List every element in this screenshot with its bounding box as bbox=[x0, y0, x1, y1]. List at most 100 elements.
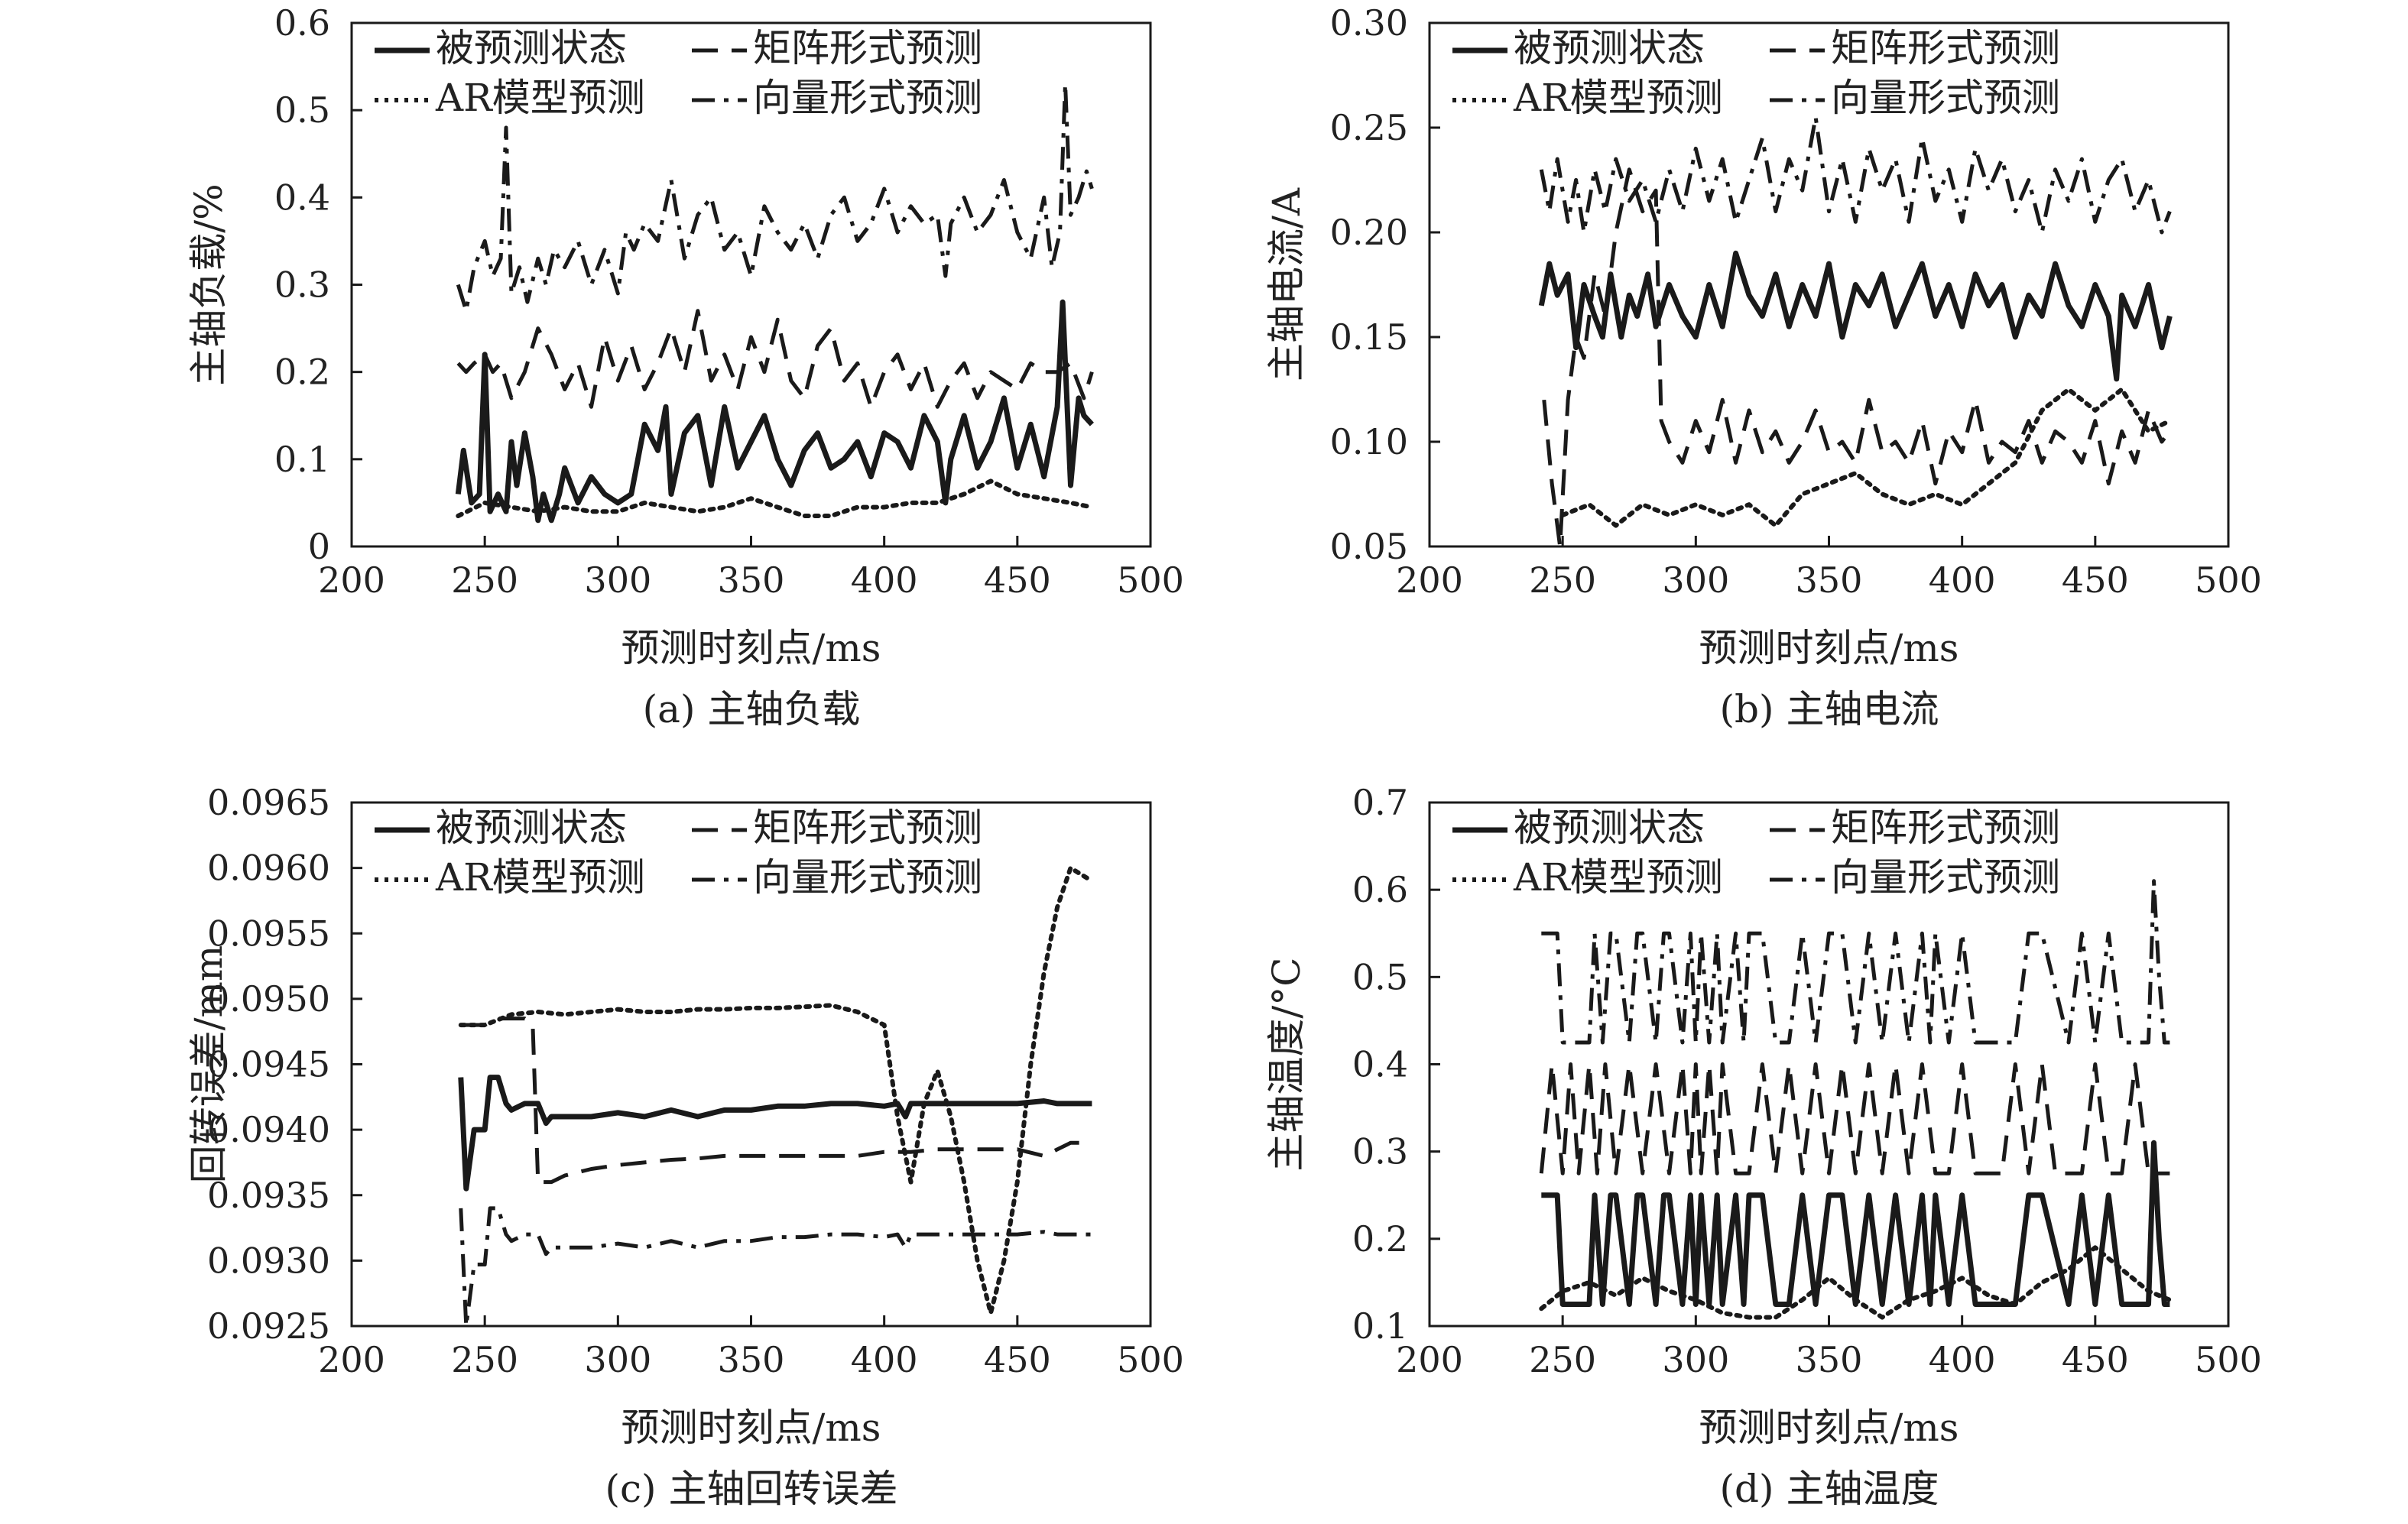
chart-panel-2: 200 250 300 350 400 450 500 0.0925 0.0930 0.0935 0… bbox=[187, 782, 1184, 1511]
y-tick-label: 0.15 bbox=[1330, 316, 1408, 358]
legend-label-3: 向量形式预测 bbox=[753, 855, 982, 900]
series-group bbox=[1539, 879, 2173, 1320]
y-tick-label: 0.3 bbox=[1352, 1131, 1408, 1172]
y-tick-label: 0.2 bbox=[274, 352, 330, 393]
x-tick-label: 250 bbox=[451, 559, 518, 601]
legend-label-3: 向量形式预测 bbox=[753, 76, 982, 120]
x-tick-label: 450 bbox=[2062, 1339, 2129, 1380]
series-line-1 bbox=[456, 309, 1094, 409]
x-tick-label: 350 bbox=[718, 1339, 785, 1380]
chart-panel-0: 200 250 300 350 400 450 500 0 0.1 0.2 0.3 0.4 0.5 0.6… bbox=[187, 2, 1184, 731]
x-axis-title: 预测时刻点/ms bbox=[621, 1406, 881, 1450]
x-tick-label: 450 bbox=[984, 1339, 1051, 1380]
series-group bbox=[1538, 115, 2173, 546]
y-tick-label: 0.3 bbox=[274, 264, 330, 306]
x-axis-title: 预测时刻点/ms bbox=[1699, 626, 1959, 670]
y-axis-title: 回转误差/mm bbox=[187, 945, 231, 1184]
series-line-2 bbox=[1560, 387, 2173, 528]
x-tick-label: 200 bbox=[318, 559, 385, 601]
series-line-3 bbox=[459, 1206, 1092, 1326]
x-tick-label: 300 bbox=[1662, 559, 1729, 601]
y-tick-label: 0.0960 bbox=[207, 848, 330, 889]
x-tick-label: 200 bbox=[1396, 1339, 1463, 1380]
series-line-3 bbox=[1541, 879, 2170, 1045]
y-tick-label: 0.5 bbox=[1352, 956, 1408, 997]
x-tick-label: 400 bbox=[851, 1339, 918, 1380]
x-tick-label: 450 bbox=[984, 559, 1051, 601]
x-tick-label: 250 bbox=[1529, 1339, 1596, 1380]
x-axis-title: 预测时刻点/ms bbox=[1699, 1406, 1959, 1450]
x-tick-label: 500 bbox=[2195, 559, 2262, 601]
series-line-1 bbox=[1539, 1062, 2170, 1175]
legend-label-3: 向量形式预测 bbox=[1831, 855, 2060, 900]
series-line-2 bbox=[456, 478, 1095, 518]
x-tick-label: 250 bbox=[451, 1339, 518, 1380]
y-tick-label: 0.0925 bbox=[207, 1305, 330, 1347]
series-group bbox=[458, 865, 1095, 1326]
legend-label-0: 被预测状态 bbox=[1514, 26, 1705, 70]
y-tick-label: 0.6 bbox=[274, 2, 330, 44]
x-tick-label: 500 bbox=[2195, 1339, 2262, 1380]
y-axis-title: 主轴温度/°C bbox=[1264, 957, 1309, 1171]
series-line-1 bbox=[460, 1017, 1092, 1185]
y-tick-label: 0.4 bbox=[274, 177, 330, 218]
legend-label-0: 被预测状态 bbox=[436, 806, 627, 850]
series-line-3 bbox=[1539, 115, 2172, 235]
y-tick-label: 0.0930 bbox=[207, 1240, 330, 1281]
x-tick-label: 400 bbox=[851, 559, 918, 601]
y-tick-label: 0.0945 bbox=[207, 1044, 330, 1085]
legend-label-1: 矩阵形式预测 bbox=[753, 26, 982, 70]
legend: 被预测状态 矩阵形式预测 AR模型预测 向量形式预测 bbox=[375, 26, 982, 120]
series-line-0 bbox=[1538, 250, 2173, 382]
legend-label-0: 被预测状态 bbox=[436, 26, 627, 70]
legend-label-1: 矩阵形式预测 bbox=[753, 806, 982, 850]
y-tick-label: 0.0955 bbox=[207, 913, 330, 954]
x-tick-label: 400 bbox=[1929, 559, 1996, 601]
x-tick-label: 300 bbox=[584, 559, 651, 601]
panel-caption: (c) 主轴回转误差 bbox=[605, 1467, 898, 1511]
y-tick-label: 0.0965 bbox=[207, 782, 330, 823]
legend-label-2: AR模型预测 bbox=[435, 76, 645, 120]
y-tick-label: 0.30 bbox=[1330, 2, 1408, 44]
x-tick-label: 450 bbox=[2062, 559, 2129, 601]
x-tick-label: 400 bbox=[1929, 1339, 1996, 1380]
y-axis-title: 主轴负载/% bbox=[187, 183, 231, 385]
y-tick-label: 0.05 bbox=[1330, 526, 1408, 567]
x-tick-label: 300 bbox=[1662, 1339, 1729, 1380]
y-tick-label: 0 bbox=[308, 526, 330, 567]
x-tick-label: 200 bbox=[318, 1339, 385, 1380]
legend-label-0: 被预测状态 bbox=[1514, 806, 1705, 850]
y-tick-label: 0.25 bbox=[1330, 107, 1408, 148]
series-line-2 bbox=[1539, 1245, 2173, 1320]
y-tick-label: 0.0935 bbox=[207, 1175, 330, 1216]
panel-caption: (a) 主轴负载 bbox=[643, 687, 861, 731]
panel-caption: (b) 主轴电流 bbox=[1720, 687, 1939, 731]
legend: 被预测状态 矩阵形式预测 AR模型预测 向量形式预测 bbox=[1452, 806, 2060, 900]
y-tick-label: 0.20 bbox=[1330, 212, 1408, 253]
panel-caption: (d) 主轴温度 bbox=[1720, 1467, 1939, 1511]
legend-label-2: AR模型预测 bbox=[435, 855, 645, 900]
x-tick-label: 350 bbox=[1796, 1339, 1863, 1380]
y-tick-label: 0.2 bbox=[1352, 1218, 1408, 1260]
y-tick-label: 0.5 bbox=[274, 89, 330, 131]
y-tick-label: 0.1 bbox=[274, 439, 330, 480]
legend: 被预测状态 矩阵形式预测 AR模型预测 向量形式预测 bbox=[375, 806, 982, 900]
series-line-0 bbox=[455, 299, 1094, 524]
x-tick-label: 350 bbox=[718, 559, 785, 601]
x-tick-label: 250 bbox=[1529, 559, 1596, 601]
y-tick-label: 0.4 bbox=[1352, 1044, 1408, 1085]
y-axis-title: 主轴电流/A bbox=[1264, 187, 1309, 381]
x-axis-title: 预测时刻点/ms bbox=[621, 626, 881, 670]
y-tick-label: 0.0950 bbox=[207, 978, 330, 1020]
y-tick-label: 0.7 bbox=[1352, 782, 1408, 823]
legend-label-1: 矩阵形式预测 bbox=[1831, 26, 2060, 70]
legend-label-2: AR模型预测 bbox=[1513, 855, 1723, 900]
series-line-1 bbox=[1542, 167, 2172, 546]
series-line-2 bbox=[458, 865, 1095, 1315]
series-group bbox=[455, 82, 1095, 524]
x-tick-label: 300 bbox=[584, 1339, 651, 1380]
legend-label-2: AR模型预测 bbox=[1513, 76, 1723, 120]
x-tick-label: 200 bbox=[1396, 559, 1463, 601]
y-tick-label: 0.10 bbox=[1330, 421, 1408, 462]
